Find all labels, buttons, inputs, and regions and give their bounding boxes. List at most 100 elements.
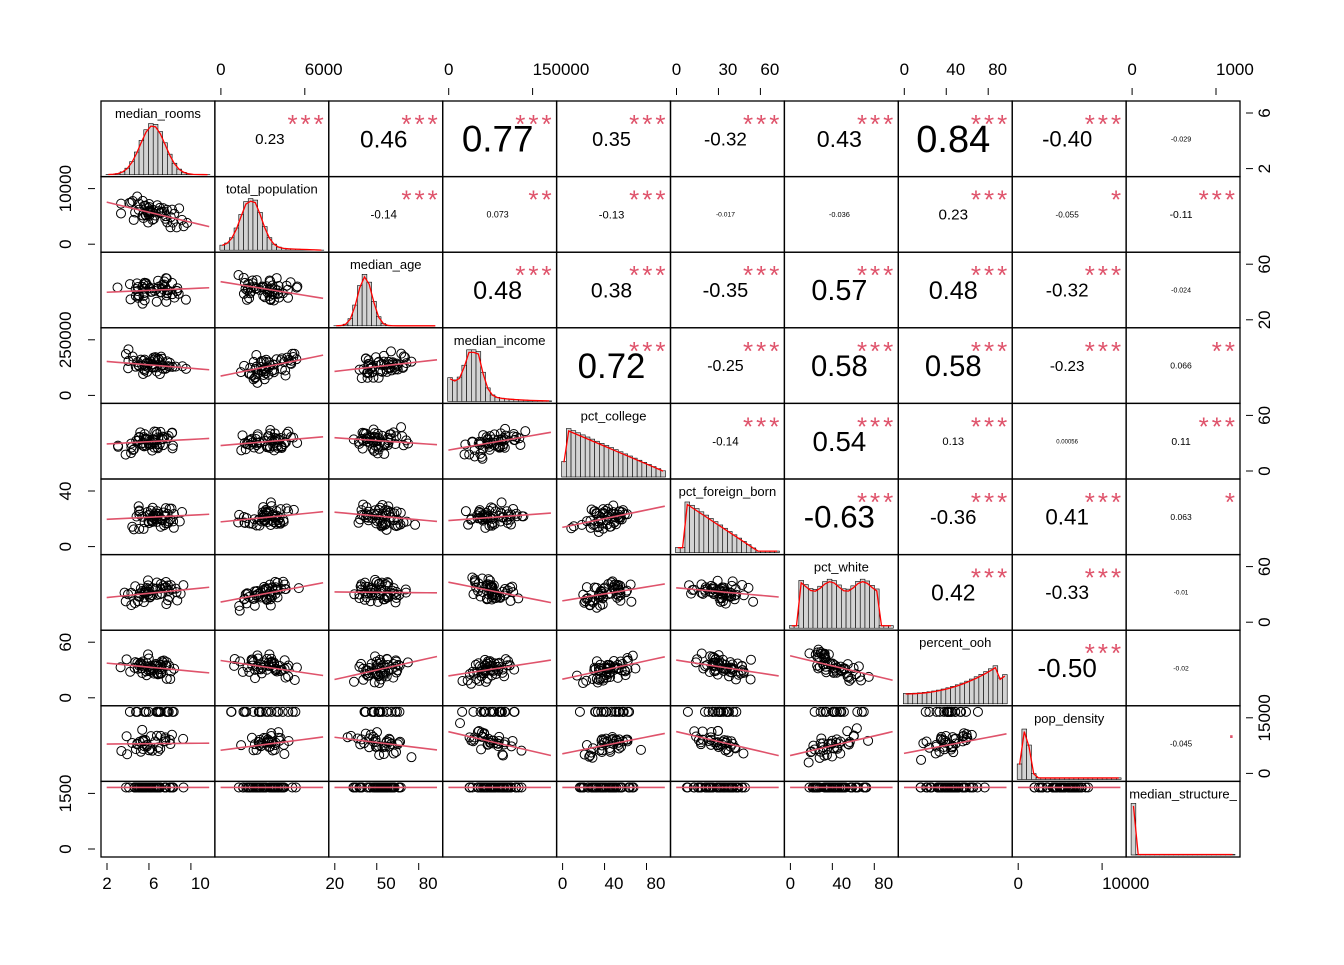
correlation-value: -0.02 <box>1173 665 1189 672</box>
scatter-point <box>179 581 188 590</box>
correlation-cell-3-9: 0.066** <box>1170 336 1238 371</box>
histogram-bar <box>623 454 628 477</box>
significance-stars: *** <box>971 563 1010 593</box>
scatter-point <box>582 676 591 685</box>
significance-stars: *** <box>629 109 668 139</box>
right-tick-label: 60 <box>1255 406 1274 425</box>
significance-stars: *** <box>743 411 782 441</box>
top-tick-label: 30 <box>718 60 737 79</box>
scatter-point <box>389 673 398 682</box>
histogram-bar <box>353 305 358 326</box>
diagonal-panel-4: pct_college <box>562 408 666 477</box>
scatter-panel-6-3 <box>448 573 551 605</box>
diagonal-label: percent_ooh <box>919 635 991 650</box>
correlation-cell-4-9: 0.11*** <box>1171 411 1238 447</box>
bottom-tick-label: 80 <box>647 874 666 893</box>
significance-stars: *** <box>515 109 554 139</box>
scatter-panel-9-0 <box>107 783 210 792</box>
histogram-bar <box>941 689 946 704</box>
scatter-panel-7-3 <box>448 655 551 689</box>
scatter-point <box>138 725 147 734</box>
correlation-cell-1-2: -0.14*** <box>371 185 441 222</box>
scatter-panel-1-0 <box>107 192 210 232</box>
histogram-bar <box>955 685 960 704</box>
correlation-value: -0.36 <box>930 507 976 529</box>
significance-stars: *** <box>1199 185 1238 215</box>
top-tick-label: 0 <box>900 60 909 79</box>
scatter-point <box>152 297 161 306</box>
correlation-cell-2-4: 0.38*** <box>591 260 669 302</box>
correlation-cell-0-8: -0.40*** <box>1042 109 1124 152</box>
significance-stars: *** <box>1085 336 1124 366</box>
correlation-value: -0.32 <box>704 128 747 149</box>
histogram-bar <box>694 509 699 553</box>
scatter-point <box>497 498 506 507</box>
correlation-cell-8-9: -0.045. <box>1170 714 1238 749</box>
scatter-point <box>588 753 597 762</box>
histogram-bar <box>599 443 604 477</box>
bottom-tick-label: 0 <box>1013 874 1022 893</box>
bottom-tick-label: 0 <box>786 874 795 893</box>
histogram-bar <box>614 450 619 477</box>
diagonal-label: pct_white <box>814 560 869 575</box>
smooth-line <box>790 732 893 756</box>
significance-stars: *** <box>857 260 896 290</box>
smooth-line <box>676 732 779 756</box>
significance-stars: *** <box>401 185 440 215</box>
histogram-bar <box>452 380 457 401</box>
scatter-panel-4-1 <box>221 426 324 455</box>
histogram-bar <box>609 448 614 477</box>
correlation-value: -0.055 <box>1056 210 1080 219</box>
significance-stars: * <box>1225 487 1238 517</box>
scatter-panel-4-0 <box>107 427 210 459</box>
top-tick-label: 150000 <box>533 60 590 79</box>
scatter-point <box>117 209 126 218</box>
histogram-bar <box>951 686 956 703</box>
scatter-point <box>739 749 748 758</box>
significance-stars: *** <box>971 109 1010 139</box>
histogram-bar <box>618 452 623 477</box>
significance-stars: *** <box>971 185 1010 215</box>
scatter-point <box>636 745 645 754</box>
histogram-bar <box>571 431 576 477</box>
correlation-value: 0.23 <box>938 207 968 224</box>
histogram-bar <box>585 437 590 477</box>
scatter-panel-9-7 <box>904 783 1007 792</box>
histogram-bar <box>865 581 870 628</box>
right-tick-label: 60 <box>1255 557 1274 576</box>
correlation-value: 0.35 <box>592 129 631 151</box>
left-tick-label: 0 <box>56 693 75 702</box>
histogram-bar <box>969 679 974 704</box>
correlation-value: 0.11 <box>1171 437 1191 448</box>
scatter-panel-9-4 <box>562 783 665 792</box>
scatter-panel-9-1 <box>221 783 324 792</box>
histogram-bar <box>590 439 595 477</box>
correlation-cell-5-6: -0.63*** <box>804 487 896 535</box>
correlation-cell-2-3: 0.48*** <box>473 260 554 305</box>
significance-stars: *** <box>743 336 782 366</box>
right-tick-label: 60 <box>1255 255 1274 274</box>
correlation-value: 0.41 <box>1045 505 1089 530</box>
correlation-value: -0.036 <box>829 210 850 219</box>
histogram-bar <box>457 377 462 401</box>
significance-stars: *** <box>971 411 1010 441</box>
diagonal-label: pct_foreign_born <box>679 484 777 499</box>
scatter-point <box>290 675 299 684</box>
scatter-panel-7-2 <box>334 652 437 688</box>
scatter-point <box>698 727 707 736</box>
left-tick-label: 40 <box>56 482 75 501</box>
scatter-point <box>179 734 188 743</box>
histogram-bar <box>566 429 571 477</box>
histogram-bar <box>220 245 225 250</box>
panel-frame-9-5 <box>671 781 785 857</box>
histogram-bar <box>837 585 842 628</box>
correlation-value: -0.045 <box>1170 739 1193 748</box>
correlation-value: -0.024 <box>1171 287 1191 294</box>
significance-stars: *** <box>1085 638 1124 668</box>
top-tick-label: 0 <box>444 60 453 79</box>
scatter-point <box>181 295 190 304</box>
right-tick-label: 6 <box>1255 108 1274 117</box>
scatter-point <box>919 739 928 748</box>
correlation-value: -0.01 <box>1174 590 1189 597</box>
significance-stars: *** <box>857 411 896 441</box>
